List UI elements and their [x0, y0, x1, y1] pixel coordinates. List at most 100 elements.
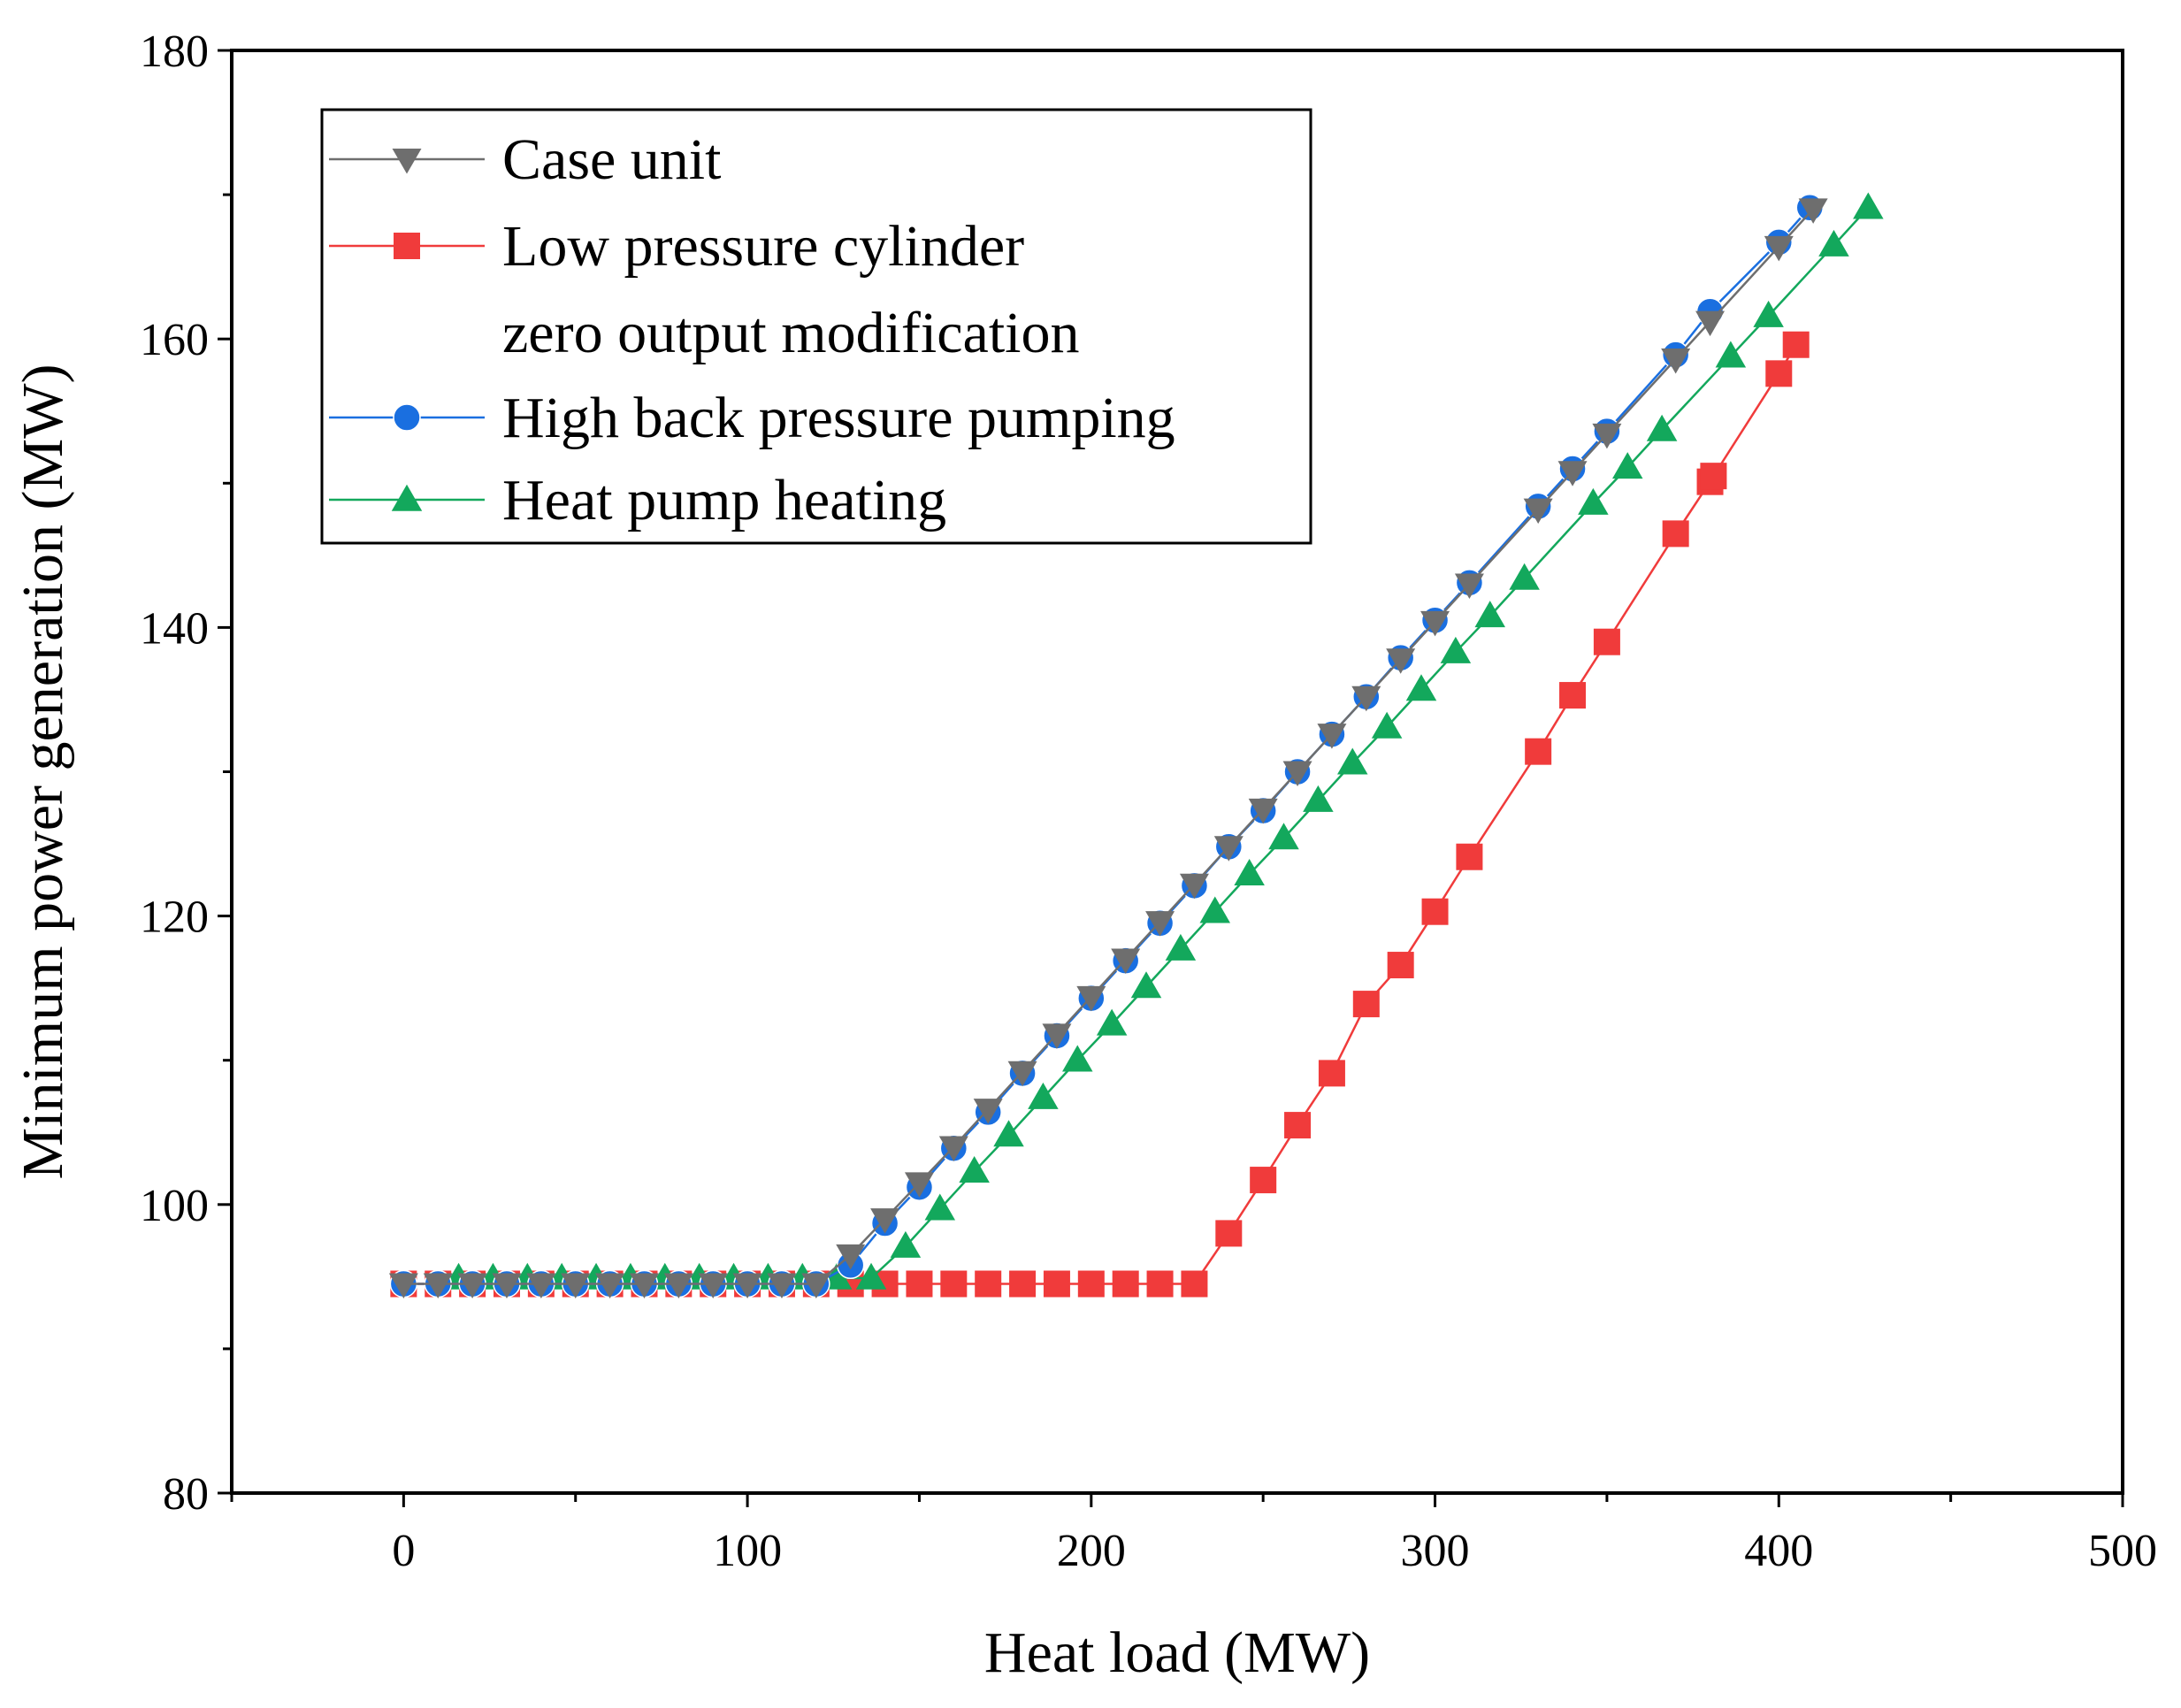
axis-layer: 0 100 200 300 400 500 80 100 120 140 160 180 [140, 27, 2157, 1576]
data-point [1213, 836, 1244, 862]
legend-label: Low pressure cylinder [502, 214, 1024, 279]
data-point [1853, 192, 1884, 219]
data-point [1764, 235, 1794, 262]
data-point [1753, 300, 1784, 327]
y-tick-label: 80 [163, 1469, 209, 1520]
data-point [1611, 452, 1643, 479]
data-point [993, 1120, 1024, 1147]
legend-box [320, 108, 1312, 545]
y-tick-label: 180 [140, 27, 209, 77]
data-point [904, 1172, 934, 1198]
data-point [1042, 1023, 1072, 1049]
legend-swatch-marker [393, 403, 421, 432]
data-point [1351, 685, 1381, 712]
data-point [1509, 563, 1540, 590]
data-point [1818, 229, 1849, 257]
data-point [1661, 348, 1691, 374]
data-point [1317, 724, 1347, 749]
data-point [1318, 1060, 1345, 1087]
data-point [906, 1270, 933, 1298]
data-point [1557, 461, 1588, 486]
legend-swatch-marker [391, 484, 423, 511]
x-tick-label: 500 [2088, 1526, 2157, 1576]
data-point [1798, 198, 1828, 224]
data-point [1456, 843, 1483, 870]
data-point [1782, 331, 1810, 358]
legend-label: zero output modification [502, 301, 1080, 365]
data-point [767, 1273, 797, 1299]
data-point [940, 1270, 968, 1298]
data-point [924, 1193, 956, 1221]
data-point [1250, 1167, 1277, 1194]
data-point [1282, 761, 1312, 786]
y-axis-title: Minimum power generation (MW) [11, 364, 75, 1180]
data-point [1043, 1270, 1070, 1298]
data-point [457, 1273, 487, 1299]
data-point [732, 1273, 762, 1299]
x-tick-label: 100 [713, 1526, 782, 1576]
data-point [1387, 952, 1414, 979]
x-tick-label: 400 [1744, 1526, 1813, 1576]
data-point [1215, 1220, 1243, 1247]
data-point [1352, 991, 1380, 1018]
data-point [1009, 1270, 1037, 1298]
data-point [959, 1156, 990, 1183]
data-point [492, 1273, 522, 1299]
y-tick-label: 100 [140, 1181, 209, 1231]
data-point [870, 1208, 900, 1234]
data-point [801, 1273, 831, 1299]
data-point [1592, 423, 1622, 449]
data-point [1646, 414, 1678, 441]
data-point [1130, 971, 1162, 999]
y-tick-label: 160 [140, 315, 209, 365]
data-point [1765, 360, 1793, 387]
data-point [1199, 896, 1231, 923]
data-point [423, 1273, 453, 1299]
data-point [698, 1273, 728, 1299]
data-point [1593, 628, 1620, 655]
legend: Case unit Low pressure cylinder zero outpu… [320, 108, 1312, 545]
data-point [1523, 498, 1553, 525]
data-point [1421, 898, 1449, 925]
data-point [1007, 1061, 1037, 1087]
data-point [1525, 738, 1552, 765]
data-point [1700, 463, 1727, 490]
data-point [1077, 1270, 1105, 1298]
data-point [1112, 1270, 1139, 1298]
series-layer [388, 192, 1884, 1299]
data-point [890, 1230, 922, 1258]
data-point [1146, 1270, 1174, 1298]
data-point [1386, 648, 1416, 674]
data-point [388, 1273, 418, 1299]
data-point [1578, 487, 1609, 515]
data-point [595, 1273, 625, 1299]
data-point [1028, 1082, 1059, 1109]
y-tick-label: 120 [140, 892, 209, 943]
legend-swatch-marker [394, 233, 420, 259]
y-tick-label: 140 [140, 603, 209, 654]
data-point [629, 1273, 659, 1299]
data-point [561, 1273, 591, 1299]
data-point [1405, 674, 1437, 701]
data-point [855, 1262, 887, 1290]
data-point [1284, 1112, 1312, 1139]
data-point [526, 1273, 556, 1299]
data-point [1454, 573, 1484, 599]
x-tick-label: 200 [1057, 1526, 1126, 1576]
data-point [1371, 711, 1403, 739]
data-point [1234, 859, 1265, 886]
data-point [1440, 636, 1472, 663]
data-point [1715, 341, 1747, 368]
data-point [1145, 911, 1175, 937]
series-0 [388, 198, 1828, 1299]
data-point [1420, 610, 1450, 637]
data-point [1181, 1270, 1208, 1298]
x-tick-label: 0 [392, 1526, 415, 1576]
data-point [836, 1244, 866, 1270]
legend-swatch-marker [392, 149, 422, 174]
data-point [663, 1273, 693, 1299]
data-point [1303, 785, 1334, 812]
data-point [1559, 682, 1587, 709]
legend-label: High back pressure pumping [502, 386, 1175, 450]
